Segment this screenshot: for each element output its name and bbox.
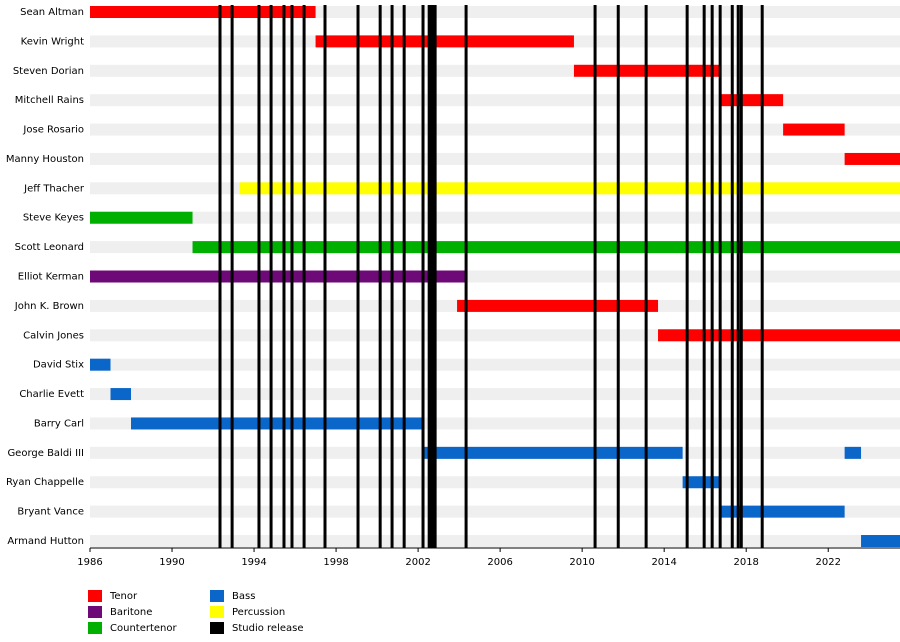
member-label: Scott Leonard: [15, 242, 84, 253]
member-label: Kevin Wright: [21, 36, 84, 47]
member-label: Steven Dorian: [13, 66, 84, 77]
legend-swatch: [88, 622, 102, 634]
member-label: Jeff Thacher: [23, 183, 85, 194]
member-label: Steve Keyes: [23, 213, 84, 224]
tenure-bar: [192, 241, 900, 254]
member-label: David Stix: [33, 360, 84, 371]
legend-label: Countertenor: [110, 623, 177, 634]
tenure-bar: [719, 505, 845, 518]
x-tick-label: 2006: [487, 557, 512, 568]
x-tick-label: 2014: [651, 557, 676, 568]
tenure-bar: [90, 358, 111, 371]
legend-swatch: [210, 590, 224, 602]
tenure-bar: [861, 535, 900, 548]
member-label: Elliot Kerman: [18, 272, 84, 283]
member-label: Ryan Chappelle: [6, 477, 84, 488]
tenure-bar: [422, 446, 683, 459]
tenure-bar: [239, 182, 900, 195]
row-stripe: [90, 535, 900, 548]
legend-label: Tenor: [109, 591, 138, 602]
row-stripe: [90, 64, 900, 77]
member-label: John K. Brown: [14, 301, 84, 312]
tenure-bar: [90, 270, 468, 283]
legend-label: Studio release: [232, 623, 304, 634]
member-label: Bryant Vance: [17, 507, 84, 518]
tenure-bar: [844, 446, 862, 459]
legend-label: Percussion: [232, 607, 285, 618]
x-tick-label: 1990: [159, 557, 184, 568]
row-stripe: [90, 211, 900, 224]
tenure-bar: [844, 152, 900, 165]
member-label: Sean Altman: [20, 7, 84, 18]
x-tick-label: 2022: [816, 557, 841, 568]
tenure-bar: [457, 299, 659, 312]
tenure-bar: [315, 35, 574, 48]
legend-swatch: [88, 606, 102, 618]
member-label: Manny Houston: [6, 154, 84, 165]
row-stripe: [90, 476, 900, 489]
x-tick-label: 1994: [241, 557, 266, 568]
tenure-bar: [110, 388, 132, 401]
legend-swatch: [210, 606, 224, 618]
row-stripe: [90, 152, 900, 165]
x-tick-label: 2018: [733, 557, 758, 568]
legend-label: Bass: [232, 591, 255, 602]
tenure-bar: [682, 476, 720, 489]
legend-swatch: [88, 590, 102, 602]
legend-label: Baritone: [110, 607, 152, 618]
tenure-bar: [131, 417, 423, 430]
tenure-bar: [658, 329, 900, 342]
legend-swatch: [210, 622, 224, 634]
tenure-bar: [90, 211, 193, 224]
row-stripe: [90, 358, 900, 371]
member-label: Jose Rosario: [22, 125, 84, 136]
tenure-bar: [719, 94, 784, 107]
x-tick-label: 2010: [569, 557, 594, 568]
member-label: George Baldi III: [7, 448, 84, 459]
tenure-bar: [783, 123, 845, 136]
member-label: Mitchell Rains: [15, 95, 84, 106]
x-tick-label: 1986: [77, 557, 102, 568]
x-tick-label: 2002: [405, 557, 430, 568]
row-stripe: [90, 123, 900, 136]
tenure-bar: [90, 6, 316, 18]
x-tick-label: 1998: [323, 557, 348, 568]
member-label: Barry Carl: [34, 418, 84, 429]
row-stripe: [90, 388, 900, 401]
member-label: Charlie Evett: [19, 389, 84, 400]
member-label: Calvin Jones: [23, 330, 84, 341]
member-label: Armand Hutton: [7, 536, 84, 547]
